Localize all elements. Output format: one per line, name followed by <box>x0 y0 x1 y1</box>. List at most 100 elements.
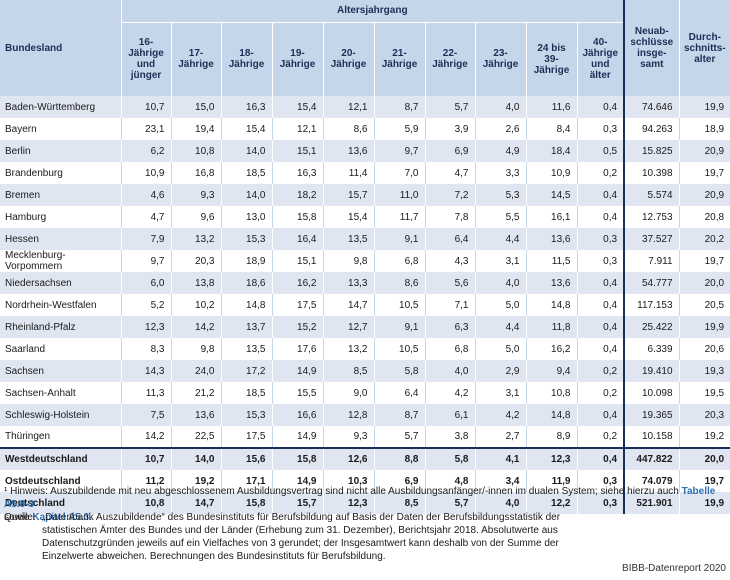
cell-total: 117.153 <box>624 294 680 316</box>
cell-value: 17,2 <box>221 360 273 382</box>
cell-value: 18,9 <box>221 250 273 272</box>
cell-value: 12,8 <box>323 404 375 426</box>
cell-value: 10,9 <box>121 162 172 184</box>
table-row: Hessen 7,9 13,2 15,3 16,4 13,5 9,1 6,4 4,4 13,6 0,… <box>0 228 730 250</box>
cell-bundesland: Brandenburg <box>0 162 122 184</box>
header-age-label: 21- Jährige <box>381 48 418 71</box>
cell-value: 15,7 <box>272 492 324 514</box>
cell-bundesland: Hamburg <box>0 206 122 228</box>
cell-value: 4,8 <box>425 470 476 492</box>
cell-value: 8,6 <box>323 118 375 140</box>
cell-value: 15,1 <box>272 250 324 272</box>
cell-value: 0,4 <box>577 206 626 228</box>
cell-value: 0,3 <box>577 492 626 514</box>
cell-value: 0,2 <box>577 360 626 382</box>
cell-value: 3,1 <box>475 382 527 404</box>
cell-value: 18,5 <box>221 162 273 184</box>
cell-value: 5,7 <box>374 426 426 448</box>
cell-average-age: 19,7 <box>679 162 730 184</box>
cell-value: 18,6 <box>221 272 273 294</box>
cell-value: 13,6 <box>526 272 578 294</box>
cell-value: 13,2 <box>323 338 375 360</box>
cell-value: 14,9 <box>272 360 324 382</box>
cell-value: 16,2 <box>272 272 324 294</box>
cell-bundesland: Mecklenburg-Vorpommern <box>0 250 122 272</box>
cell-value: 4,3 <box>425 250 476 272</box>
header-altersjahrgang: Altersjahrgang <box>121 0 626 23</box>
cell-value: 9,3 <box>323 426 375 448</box>
cell-value: 20,3 <box>171 250 222 272</box>
cell-value: 13,7 <box>221 316 273 338</box>
header-age-9: 40- Jährige und älter <box>577 22 626 96</box>
cell-value: 13,2 <box>171 228 222 250</box>
cell-value: 16,8 <box>171 162 222 184</box>
cell-value: 10,8 <box>526 382 578 404</box>
header-age-label: 19- Jährige <box>279 48 316 71</box>
cell-bundesland: Baden-Württemberg <box>0 96 122 118</box>
table-row: Saarland 8,3 9,8 13,5 17,6 13,2 10,5 6,8 5,0 16,2… <box>0 338 730 360</box>
header-age-8: 24 bis 39- Jährige <box>526 22 578 96</box>
cell-value: 11,4 <box>323 162 375 184</box>
cell-average-age: 18,9 <box>679 118 730 140</box>
cell-value: 15,8 <box>221 492 273 514</box>
cell-value: 6,0 <box>121 272 172 294</box>
cell-average-age: 19,2 <box>679 426 730 448</box>
cell-value: 12,3 <box>323 492 375 514</box>
cell-value: 0,3 <box>577 118 626 140</box>
cell-bundesland: Westdeutschland <box>0 447 122 470</box>
cell-average-age: 19,9 <box>679 96 730 118</box>
cell-average-age: 20,0 <box>679 272 730 294</box>
cell-value: 6,9 <box>374 470 426 492</box>
table-row: Westdeutschland 10,7 14,0 15,6 15,8 12,6 8,8 5,… <box>0 447 730 470</box>
cell-value: 4,0 <box>475 96 527 118</box>
source-text: „Datenbank Auszubildende“ des Bundesinst… <box>42 512 561 562</box>
cell-value: 16,3 <box>221 96 273 118</box>
cell-value: 6,9 <box>425 140 476 162</box>
header-age-3: 19- Jährige <box>272 22 324 96</box>
cell-value: 11,5 <box>526 250 578 272</box>
cell-total: 54.777 <box>624 272 680 294</box>
cell-value: 7,1 <box>425 294 476 316</box>
link-tabelle-a5-8-3[interactable]: Tabelle A5.8-3 <box>4 486 716 510</box>
cell-bundesland: Saarland <box>0 338 122 360</box>
cell-value: 5,7 <box>425 96 476 118</box>
cell-value: 13,6 <box>171 404 222 426</box>
table-row: Rheinland-Pfalz 12,3 14,2 13,7 15,2 12,7 9,1 6,… <box>0 316 730 338</box>
cell-value: 15,4 <box>272 96 324 118</box>
cell-value: 7,8 <box>425 206 476 228</box>
cell-value: 2,9 <box>475 360 527 382</box>
header-neuabschluesse-label: Neuab- schlüsse insge- samt <box>630 26 674 70</box>
cell-value: 0,4 <box>577 447 626 470</box>
cell-value: 12,3 <box>526 447 578 470</box>
cell-value: 6,4 <box>374 382 426 404</box>
cell-value: 10,7 <box>121 96 172 118</box>
cell-value: 15,7 <box>323 184 375 206</box>
header-durchschnittsalter-label: Durch- schnitts- alter <box>683 31 726 65</box>
link-kapitel-a5-3[interactable]: Kapitel A5.3 <box>32 512 90 523</box>
cell-value: 11,2 <box>121 470 172 492</box>
cell-value: 11,8 <box>526 316 578 338</box>
cell-value: 6,4 <box>425 228 476 250</box>
cell-value: 19,2 <box>171 470 222 492</box>
cell-value: 9,1 <box>374 228 426 250</box>
cell-total: 7.911 <box>624 250 680 272</box>
cell-value: 16,2 <box>526 338 578 360</box>
cell-value: 15,8 <box>272 206 324 228</box>
cell-value: 15,4 <box>221 118 273 140</box>
cell-bundesland: Niedersachsen <box>0 272 122 294</box>
cell-average-age: 19,9 <box>679 492 730 514</box>
cell-average-age: 20,3 <box>679 404 730 426</box>
cell-value: 12,1 <box>272 118 324 140</box>
cell-value: 14,7 <box>323 294 375 316</box>
cell-value: 8,8 <box>374 447 426 470</box>
cell-value: 14,3 <box>121 360 172 382</box>
cell-value: 15,0 <box>171 96 222 118</box>
cell-value: 14,5 <box>526 184 578 206</box>
cell-value: 16,4 <box>272 228 324 250</box>
cell-value: 5,0 <box>475 338 527 360</box>
cell-value: 0,2 <box>577 162 626 184</box>
age-distribution-table: Bundesland Altersjahrgang Neuab- schlüss… <box>0 0 730 514</box>
footnote-end: . <box>89 512 93 523</box>
table-row: Thüringen 14,2 22,5 17,5 14,9 9,3 5,7 3,8 2,7 8,9… <box>0 426 730 448</box>
header-age-6: 22- Jährige <box>425 22 476 96</box>
